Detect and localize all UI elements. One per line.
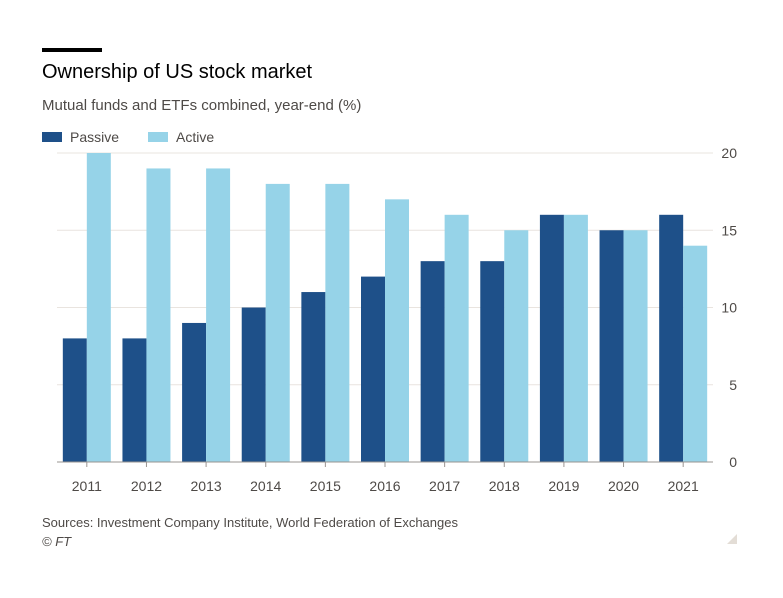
bar-active [444, 214, 469, 462]
header-rule [42, 48, 102, 52]
bar-passive [599, 230, 624, 462]
y-tick-label: 15 [721, 222, 737, 238]
copyright-note: © FT [42, 534, 72, 549]
bar-passive [241, 307, 266, 462]
y-tick-label: 20 [721, 145, 737, 161]
bar-active [504, 230, 529, 462]
legend-swatch-active [148, 132, 168, 142]
corner-fold-icon [727, 534, 737, 544]
bar-passive [659, 214, 684, 462]
x-tick-label: 2014 [250, 478, 281, 494]
x-tick-label: 2012 [131, 478, 162, 494]
bar-active [623, 230, 648, 462]
bar-passive [420, 261, 445, 462]
source-note: Sources: Investment Company Institute, W… [42, 515, 458, 530]
legend-swatch-passive [42, 132, 62, 142]
x-tick-label: 2017 [429, 478, 460, 494]
x-tick-label: 2020 [608, 478, 639, 494]
bar-passive [182, 322, 207, 462]
bar-active [206, 168, 231, 462]
x-tick-label: 2013 [191, 478, 222, 494]
bar-active [265, 183, 290, 462]
bar-active [86, 153, 111, 462]
bar-passive [361, 276, 385, 462]
bar-passive [122, 338, 147, 462]
bar-active [563, 214, 588, 462]
legend-label-active: Active [176, 129, 214, 145]
bar-active [325, 183, 350, 462]
bar-active [683, 245, 708, 462]
chart-title: Ownership of US stock market [42, 61, 313, 83]
x-tick-label: 2011 [72, 478, 102, 494]
chart-subtitle: Mutual funds and ETFs combined, year-end… [42, 97, 362, 114]
x-tick-label: 2015 [310, 478, 341, 494]
bar-passive [480, 261, 505, 462]
x-tick-label: 2016 [369, 478, 400, 494]
bar-chart: 0 5 10 15 20 2011 2012 2013 2014 2015 2016 2017 2018… [42, 129, 737, 494]
y-tick-label: 5 [729, 377, 737, 393]
y-tick-label: 0 [729, 454, 737, 470]
bar-passive [62, 338, 87, 462]
bar-passive [539, 214, 564, 462]
legend-label-passive: Passive [70, 129, 119, 145]
x-tick-label: 2021 [668, 478, 699, 494]
x-tick-label: 2019 [548, 478, 579, 494]
bar-active [146, 168, 171, 462]
bar-passive [301, 292, 326, 462]
bar-active [385, 199, 409, 462]
x-tick-label: 2018 [489, 478, 520, 494]
y-tick-label: 10 [721, 300, 737, 316]
